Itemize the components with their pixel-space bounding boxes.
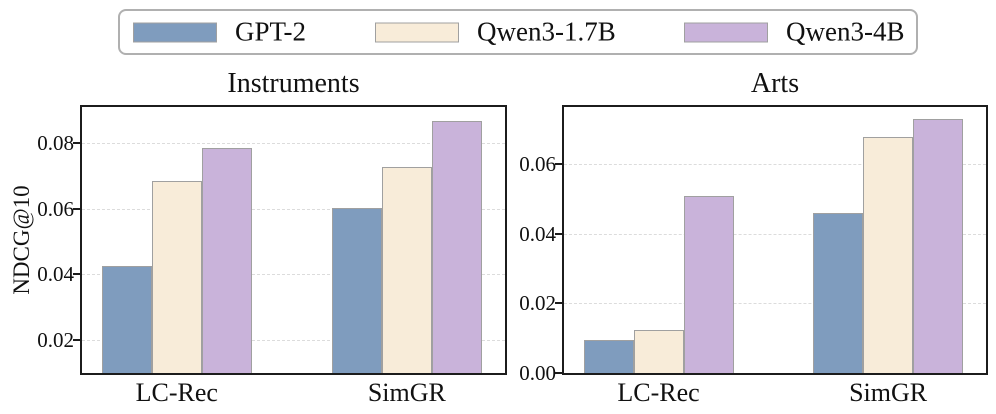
y-tick-label: 0.08 [37,131,74,156]
bar-qwen3-4b-lc-rec [683,196,734,373]
x-tick-label-simgr: SimGR [849,378,928,407]
y-tick-label: 0.06 [519,152,556,177]
bar-gpt-2-simgr [813,213,864,373]
bar-gpt-2-lc-rec [101,266,152,373]
bar-qwen3-4b-simgr [431,120,482,373]
y-tick-mark [555,163,562,166]
bar-qwen3-1-7b-lc-rec [633,330,684,373]
x-tick-label-simgr: SimGR [367,378,446,407]
bar-qwen3-1-7b-lc-rec [151,180,202,373]
legend-entry-qwen3-1-7b: Qwen3-1.7B [375,16,616,47]
chart-title: Arts [750,68,800,99]
gridline [564,164,986,166]
y-tick-mark [555,302,562,305]
y-tick-label: 0.04 [519,221,556,246]
chart-instruments: Instruments NDCG@10 0.02 0.04 0.06 0.08 LC-R… [9,68,507,407]
y-tick-label: 0.06 [37,196,74,221]
gridline [564,233,986,235]
y-tick-mark [73,207,80,210]
y-tick-mark [73,339,80,342]
bar-qwen3-1-7b-simgr [381,167,432,373]
legend-swatch-qwen3-4b [684,22,768,42]
legend: GPT-2 Qwen3-1.7B Qwen3-4B [118,9,918,55]
x-tick-label-lc-rec: LC-Rec [617,378,700,407]
y-tick-label: 0.02 [519,291,556,316]
legend-entry-qwen3-4b: Qwen3-4B [684,16,905,47]
gridline [82,143,505,145]
y-tick-mark [555,372,562,374]
y-tick-label: 0.00 [519,361,556,385]
y-tick-mark [555,232,562,235]
legend-label: Qwen3-1.7B [477,16,616,47]
legend-label: Qwen3-4B [786,16,905,47]
y-tick-label: 0.02 [37,328,74,353]
bar-gpt-2-simgr [331,208,382,373]
gridline [82,340,505,342]
chart-arts: Arts 0.00 0.02 0.04 0.06 LC-Rec SimGR [519,68,988,407]
chart-title: Instruments [227,68,360,99]
gridline [82,274,505,276]
y-tick-mark [73,142,80,145]
gridline [82,208,505,210]
bar-qwen3-1-7b-simgr [863,136,914,373]
y-tick-mark [73,273,80,276]
y-tick-label: 0.04 [37,262,74,287]
legend-entry-gpt-2: GPT-2 [133,16,307,47]
bar-gpt-2-lc-rec [583,339,634,373]
bar-qwen3-4b-simgr [913,119,964,373]
gridline [564,303,986,305]
bar-qwen3-4b-lc-rec [201,148,252,373]
legend-swatch-qwen3-1-7b [375,22,459,42]
legend-swatch-gpt-2 [133,22,217,42]
x-tick-label-lc-rec: LC-Rec [135,378,218,407]
legend-label: GPT-2 [235,16,307,47]
